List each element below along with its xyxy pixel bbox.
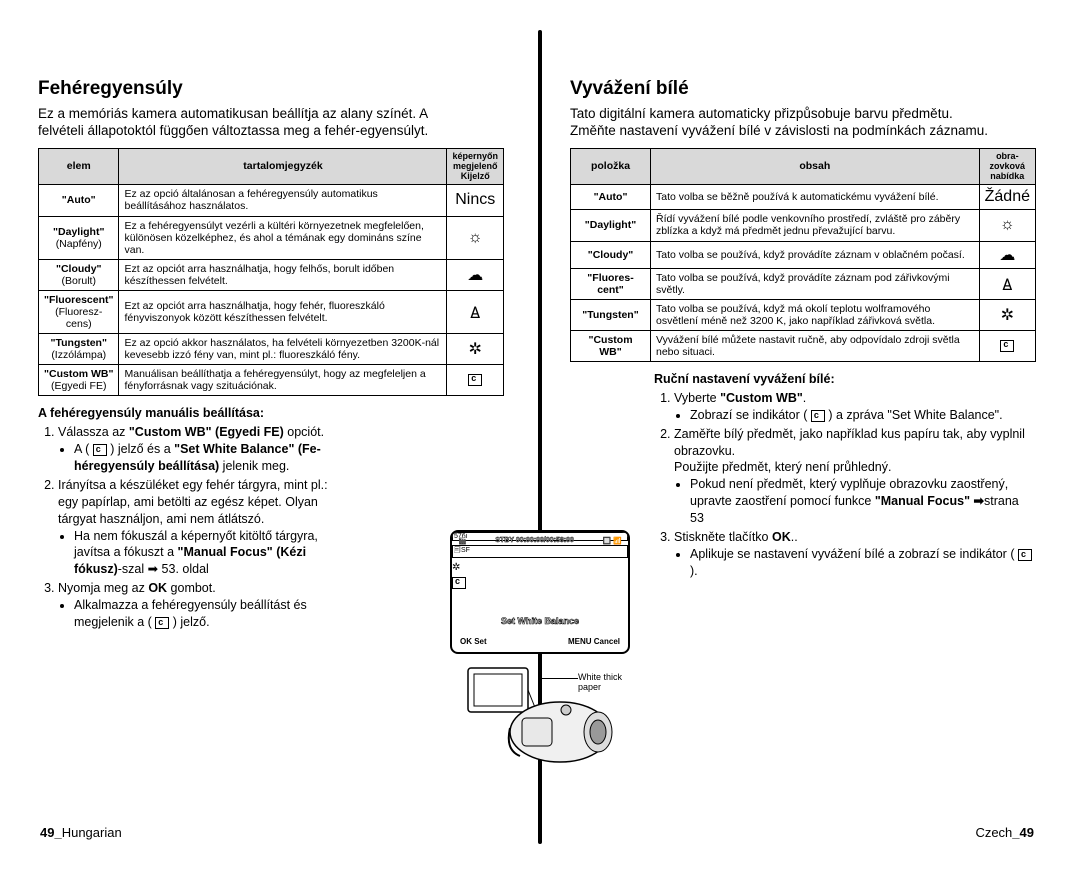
cell-icon: 𖼜: [979, 268, 1035, 299]
table-row: "Auto"Ez az opció általánosan a fehéregy…: [39, 185, 504, 216]
wb-table-right: položka obsah obra-zovková nabídka "Auto…: [570, 148, 1036, 362]
cell-item: "Fluores-cent": [571, 268, 651, 299]
table-row: "CustomWB"Vyvážení bílé můžete nastavit …: [571, 330, 1036, 361]
cell-desc: Ezt az opciót arra használhatja, hogy fe…: [119, 290, 447, 333]
table-row: "Fluorescent"(Fluoresz-cens)Ezt az opció…: [39, 290, 504, 333]
cell-item: "Cloudy": [571, 241, 651, 268]
page-title: Vyvážení bílé: [570, 78, 1036, 100]
th: položka: [571, 148, 651, 185]
custom-wb-icon: [93, 444, 107, 456]
table-row: "Daylight"Řídí vyvážení bílé podle venko…: [571, 210, 1036, 241]
step: Zaměřte bílý předmět, jako například kus…: [674, 426, 1036, 527]
cell-desc: Manuálisan beállíthatja a fehéregyensúly…: [119, 365, 447, 396]
cell-icon: [979, 330, 1035, 361]
table-row: "Daylight"(Napfény)Ez a fehéregyensúlyt …: [39, 216, 504, 259]
manual-steps: Vyberte "Custom WB". Zobrazí se indikáto…: [654, 390, 1036, 580]
cell-item: "Auto": [571, 185, 651, 210]
page-footer: Czech_49: [975, 825, 1034, 840]
cell-icon: Nincs: [447, 185, 504, 216]
cell-desc: Řídí vyvážení bílé podle venkovního pros…: [651, 210, 980, 241]
wb-table-left: elem tartalomjegyzék képernyőn megjelenő…: [38, 148, 504, 397]
cell-desc: Tato volba se běžně používá k automatick…: [651, 185, 980, 210]
cell-item: "Cloudy"(Borult): [39, 259, 119, 290]
cell-desc: Ez az opció általánosan a fehéregyensúly…: [119, 185, 447, 216]
ok-label: OK Set: [460, 637, 487, 646]
custom-wb-icon: [1018, 549, 1032, 561]
table-row: "Tungsten"Tato volba se používá, když má…: [571, 299, 1036, 330]
menu-label: MENU Cancel: [568, 637, 620, 646]
th: képernyőn megjelenő Kijelző: [447, 148, 504, 185]
paper-label: White thick paper: [578, 672, 630, 692]
cell-icon: ☼: [979, 210, 1035, 241]
step: Nyomja meg az OK gombot. Alkalmazza a fe…: [58, 580, 348, 631]
cell-item: "Tungsten"(Izzólámpa): [39, 334, 119, 365]
cell-desc: Tato volba se používá, když má okolí tep…: [651, 299, 980, 330]
cell-icon: ☁: [979, 241, 1035, 268]
cell-desc: Ez az opció akkor használatos, ha felvét…: [119, 334, 447, 365]
step: Vyberte "Custom WB". Zobrazí se indikáto…: [674, 390, 1036, 424]
cell-item: "Auto": [39, 185, 119, 216]
camcorder-illustration: White thick paper: [450, 660, 630, 780]
manual-title: Ruční nastavení vyvážení bílé:: [654, 372, 1036, 386]
cell-icon: ✲: [979, 299, 1035, 330]
substep: Alkalmazza a fehéregyensúly beállítást é…: [74, 597, 348, 631]
manual-steps: Válassza az "Custom WB" (Egyedi FE) opci…: [38, 424, 348, 631]
step: Irányítsa a készüléket egy fehér tárgyra…: [58, 477, 348, 578]
cell-icon: 𖼜: [447, 290, 504, 333]
substep: Pokud není předmět, který vyplňuje obraz…: [690, 476, 1036, 527]
table-row: "Cloudy"Tato volba se používá, když prov…: [571, 241, 1036, 268]
page-footer: 49_Hungarian: [40, 825, 122, 840]
th: obra-zovková nabídka: [979, 148, 1035, 185]
intro-text: Ez a memóriás kamera automatikusan beáll…: [38, 106, 504, 140]
substep: A ( ) jelző és a "Set White Balance" (Fe…: [74, 441, 348, 475]
stby-text: STBY 00:00:00/00:58:00: [495, 537, 573, 545]
cell-desc: Ezt az opciót arra használhatja, hogy fe…: [119, 259, 447, 290]
th: elem: [39, 148, 119, 185]
cell-icon: [447, 365, 504, 396]
page-title: Fehéregyensúly: [38, 78, 504, 100]
table-row: "Fluores-cent"Tato volba se používá, kdy…: [571, 268, 1036, 299]
intro-text: Tato digitální kamera automaticky přizpů…: [570, 106, 1036, 140]
cell-desc: Tato volba se používá, když provádíte zá…: [651, 241, 980, 268]
table-row: "Custom WB"(Egyedi FE)Manuálisan beállít…: [39, 365, 504, 396]
custom-wb-icon: [155, 617, 169, 629]
swb-text: Set White Balance: [452, 616, 628, 626]
table-row: "Cloudy"(Borult)Ezt az opciót arra haszn…: [39, 259, 504, 290]
cell-item: "Daylight"(Napfény): [39, 216, 119, 259]
table-row: "Tungsten"(Izzólámpa)Ez az opció akkor h…: [39, 334, 504, 365]
cell-item: "Daylight": [571, 210, 651, 241]
step: Stiskněte tlačítko OK.. Aplikuje se nast…: [674, 529, 1036, 580]
cell-item: "Tungsten": [571, 299, 651, 330]
cell-desc: Tato volba se používá, když provádíte zá…: [651, 268, 980, 299]
substep: Aplikuje se nastavení vyvážení bílé a zo…: [690, 546, 1036, 580]
substep: Ha nem fókuszál a képernyőt kitöltő tárg…: [74, 528, 348, 579]
cell-desc: Ez a fehéregyensúlyt vezérli a kültéri k…: [119, 216, 447, 259]
cell-icon: ☼: [447, 216, 504, 259]
substep: Zobrazí se indikátor ( ) a zpráva "Set W…: [690, 407, 1036, 424]
cell-item: "Custom WB"(Egyedi FE): [39, 365, 119, 396]
cell-item: "CustomWB": [571, 330, 651, 361]
table-row: "Auto"Tato volba se běžně používá k auto…: [571, 185, 1036, 210]
th: tartalomjegyzék: [119, 148, 447, 185]
cell-item: "Fluorescent"(Fluoresz-cens): [39, 290, 119, 333]
cell-desc: Vyvážení bílé můžete nastavit ručně, aby…: [651, 330, 980, 361]
cell-icon: Žádné: [979, 185, 1035, 210]
step: Válassza az "Custom WB" (Egyedi FE) opci…: [58, 424, 348, 475]
cell-icon: ☁: [447, 259, 504, 290]
cell-icon: ✲: [447, 334, 504, 365]
manual-spread: Fehéregyensúly Ez a memóriás kamera auto…: [0, 0, 1080, 874]
th: obsah: [651, 148, 980, 185]
center-figure: 🎬 STBY 00:00:00/00:58:00 🔲 📶 576i 🗐SF ✲ …: [435, 530, 645, 780]
custom-wb-icon: [811, 410, 825, 422]
lcd-preview: 🎬 STBY 00:00:00/00:58:00 🔲 📶 576i 🗐SF ✲ …: [450, 530, 630, 654]
manual-title: A fehéregyensúly manuális beállítása:: [38, 406, 504, 420]
